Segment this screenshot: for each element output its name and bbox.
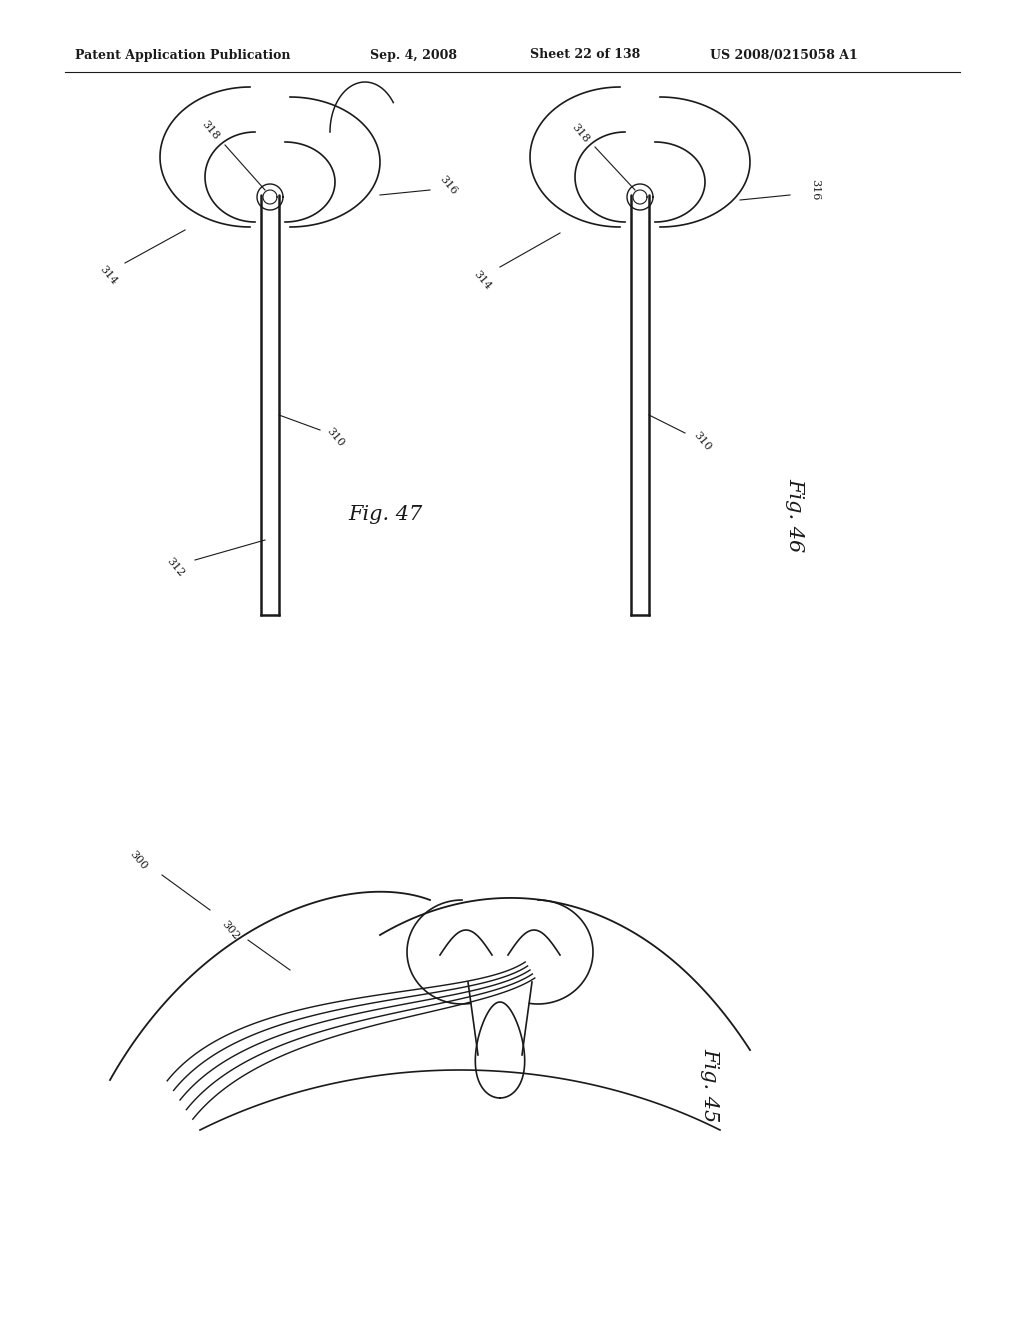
Text: Patent Application Publication: Patent Application Publication [75, 49, 291, 62]
Text: 318: 318 [200, 119, 221, 141]
Text: 310: 310 [325, 425, 346, 449]
Text: Fig. 47: Fig. 47 [348, 506, 422, 524]
Text: 314: 314 [97, 264, 119, 286]
Text: 312: 312 [164, 556, 185, 578]
Text: 302: 302 [219, 919, 241, 941]
Text: 310: 310 [691, 429, 713, 453]
Text: 314: 314 [471, 268, 493, 292]
Text: Sep. 4, 2008: Sep. 4, 2008 [370, 49, 457, 62]
Text: Fig. 46: Fig. 46 [785, 478, 805, 552]
Text: US 2008/0215058 A1: US 2008/0215058 A1 [710, 49, 858, 62]
Text: 316: 316 [810, 180, 820, 201]
Text: Sheet 22 of 138: Sheet 22 of 138 [530, 49, 640, 62]
Text: 300: 300 [127, 849, 148, 871]
Text: Fig. 45: Fig. 45 [700, 1048, 720, 1122]
Text: 318: 318 [569, 121, 591, 144]
Text: 316: 316 [437, 174, 459, 197]
